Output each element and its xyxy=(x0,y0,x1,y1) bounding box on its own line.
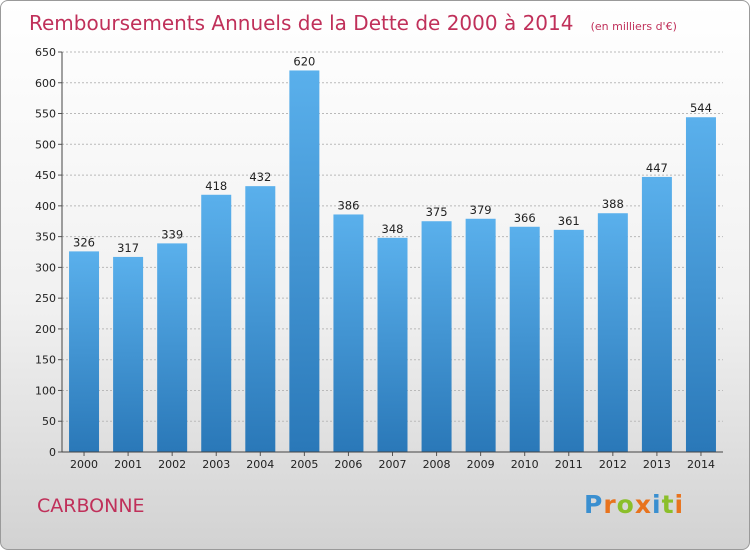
x-tick-label-2004: 2004 xyxy=(246,458,274,471)
value-label-2014: 544 xyxy=(690,101,712,115)
x-tick-label-2011: 2011 xyxy=(555,458,583,471)
logo-letter: x xyxy=(634,490,652,519)
value-label-2008: 375 xyxy=(426,205,448,219)
y-tick-label: 350 xyxy=(35,231,56,244)
bar-2003 xyxy=(201,194,232,452)
y-axis-ticks: 0 50 100 150 200 250 300 350 400 450 500 550 600 650 xyxy=(35,46,62,459)
y-tick-label: 200 xyxy=(35,323,56,336)
y-tick-label: 50 xyxy=(42,415,56,428)
x-tick-label-2014: 2014 xyxy=(687,458,715,471)
value-labels: 326 317 339 418 432 620 386 348 375 379 366 361 388 4… xyxy=(73,54,712,254)
commune-name: CARBONNE xyxy=(37,495,145,517)
logo-letter: P xyxy=(584,490,604,519)
x-tick-label-2003: 2003 xyxy=(202,458,230,471)
chart-title: Remboursements Annuels de la Dette de 20… xyxy=(29,11,677,35)
value-label-2012: 388 xyxy=(602,197,624,211)
y-tick-label: 100 xyxy=(35,384,56,397)
value-label-2013: 447 xyxy=(646,161,668,175)
bars xyxy=(69,70,716,452)
y-tick-label: 150 xyxy=(35,354,56,367)
bar-2008 xyxy=(421,221,452,452)
y-tick-label: 650 xyxy=(35,46,56,59)
bar-2014 xyxy=(685,117,716,452)
bar-2006 xyxy=(333,214,364,452)
x-tick-label-2005: 2005 xyxy=(290,458,318,471)
y-tick-label: 400 xyxy=(35,200,56,213)
value-label-2004: 432 xyxy=(249,170,271,184)
bar-2002 xyxy=(157,243,188,452)
bar-2005 xyxy=(289,70,320,452)
logo-letter: o xyxy=(616,490,635,519)
x-tick-label-2006: 2006 xyxy=(334,458,362,471)
x-tick-label-2001: 2001 xyxy=(114,458,142,471)
y-tick-label: 0 xyxy=(49,446,56,459)
x-tick-label-2009: 2009 xyxy=(467,458,495,471)
x-tick-label-2007: 2007 xyxy=(379,458,407,471)
x-tick-label-2013: 2013 xyxy=(643,458,671,471)
value-label-2005: 620 xyxy=(293,54,315,68)
bar-2012 xyxy=(597,213,628,452)
x-tick-label-2008: 2008 xyxy=(423,458,451,471)
y-tick-label: 250 xyxy=(35,292,56,305)
y-tick-label: 600 xyxy=(35,77,56,90)
bar-2011 xyxy=(553,229,584,452)
bar-2013 xyxy=(641,176,672,452)
value-label-2000: 326 xyxy=(73,235,95,249)
value-label-2006: 386 xyxy=(337,198,359,212)
logo-letter: t xyxy=(661,490,675,519)
logo-letter: i xyxy=(652,490,662,519)
x-tick-label-2000: 2000 xyxy=(70,458,98,471)
bar-2009 xyxy=(465,218,496,452)
bar-2007 xyxy=(377,237,408,452)
y-tick-label: 550 xyxy=(35,108,56,121)
y-tick-label: 300 xyxy=(35,261,56,274)
x-axis-ticks: 2000 2001 2002 2003 2004 2005 2006 2007 2008 2009… xyxy=(70,452,715,471)
value-label-2010: 366 xyxy=(514,211,536,225)
value-label-2003: 418 xyxy=(205,179,227,193)
bar-2004 xyxy=(245,186,276,452)
value-label-2002: 339 xyxy=(161,227,183,241)
logo-letter: r xyxy=(603,490,617,519)
proxiti-logo: Proxiti xyxy=(584,490,684,519)
bar-2001 xyxy=(113,256,144,452)
bar-2000 xyxy=(69,251,100,452)
x-tick-label-2010: 2010 xyxy=(511,458,539,471)
y-tick-label: 450 xyxy=(35,169,56,182)
x-tick-label-2012: 2012 xyxy=(599,458,627,471)
x-tick-label-2002: 2002 xyxy=(158,458,186,471)
y-tick-label: 500 xyxy=(35,138,56,151)
value-label-2011: 361 xyxy=(558,214,580,228)
value-label-2007: 348 xyxy=(382,222,404,236)
value-label-2001: 317 xyxy=(117,241,139,255)
logo-letter: i xyxy=(674,490,685,519)
bar-2010 xyxy=(509,226,540,452)
value-label-2009: 379 xyxy=(470,203,492,217)
